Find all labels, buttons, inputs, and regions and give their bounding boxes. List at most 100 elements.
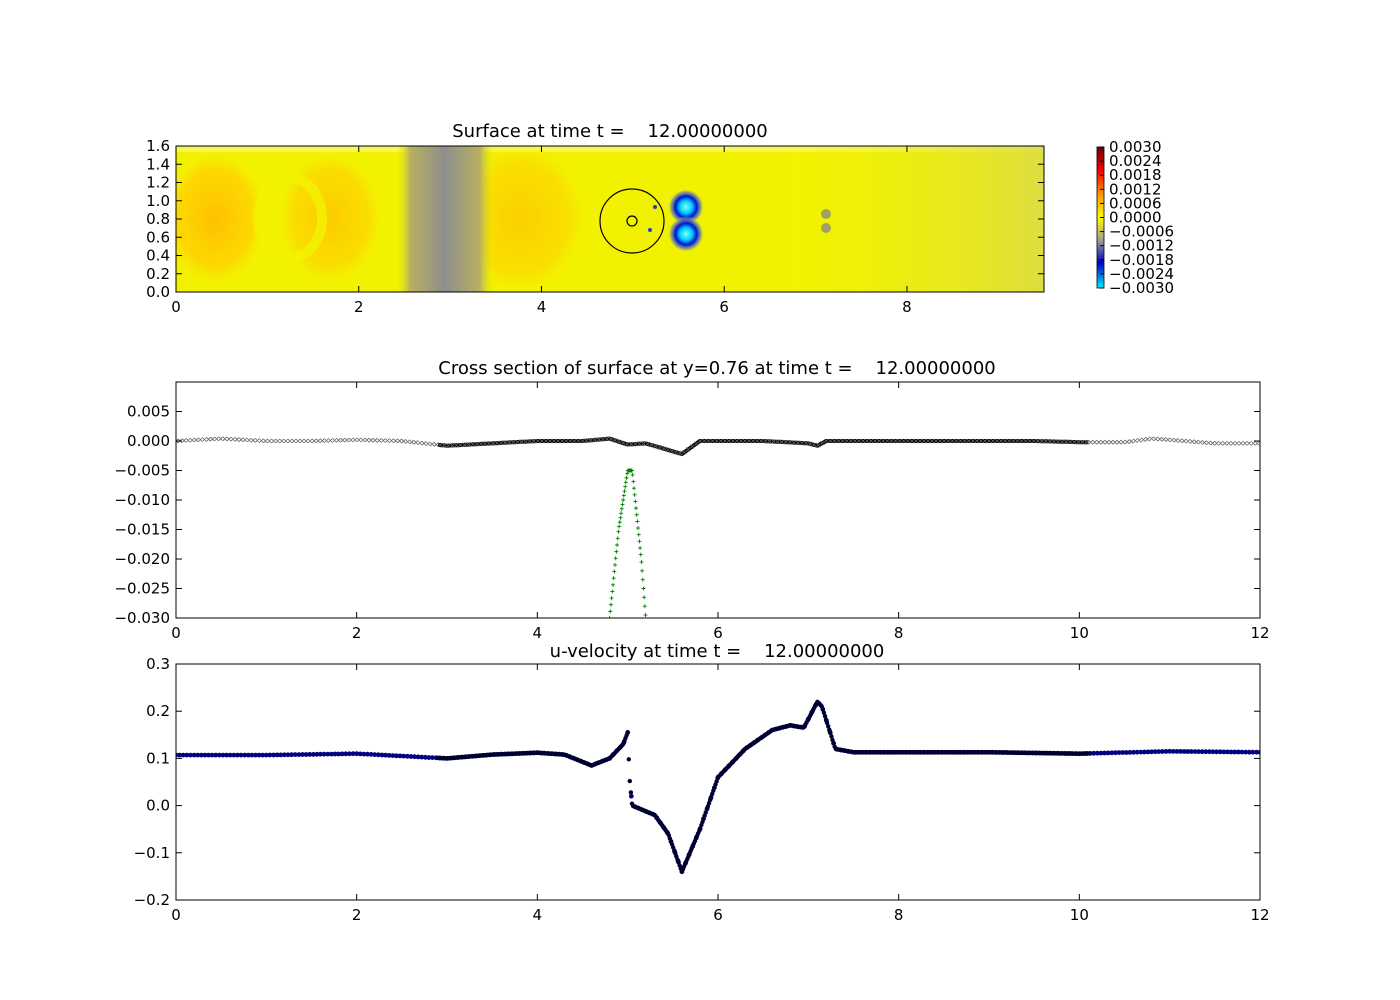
heatmap-dim-spot-lower — [821, 223, 831, 233]
cross-section-x-marker — [1039, 438, 1045, 444]
cross-section-x-marker — [498, 440, 504, 446]
cross-section-x-marker — [250, 438, 256, 443]
cross-section-x-marker — [722, 438, 728, 444]
cross-section-x-marker — [828, 438, 833, 444]
cross-section-x-marker — [616, 439, 622, 445]
heatmap-warm-mid — [275, 148, 385, 288]
cross-section-x-marker — [1002, 438, 1008, 444]
cross-section-x-marker — [442, 443, 447, 448]
cross-section-x-marker — [210, 436, 215, 442]
cross-section-x-marker — [787, 440, 793, 445]
velocity-point — [1167, 748, 1173, 754]
velocity-point — [227, 752, 233, 758]
colorbar-tick-label: −0.0030 — [1109, 279, 1174, 297]
cross-section-x-marker — [291, 438, 297, 444]
cross-section-x-marker — [389, 438, 394, 444]
cross-section-y-tick-label: −0.005 — [114, 462, 170, 480]
cross-section-plus-marker — [636, 526, 641, 531]
velocity-point — [822, 713, 828, 719]
cross-section-x-marker — [348, 437, 354, 443]
velocity-point — [289, 752, 294, 758]
velocity-point — [180, 752, 186, 758]
cross-section-x-marker — [811, 442, 817, 448]
velocity-y-tick-label: 0.2 — [146, 702, 170, 720]
velocity-point — [1178, 749, 1183, 754]
cross-section-x-marker — [1059, 439, 1065, 445]
cross-section-x-marker — [385, 438, 390, 443]
velocity-point — [282, 752, 287, 758]
cross-section-x-marker — [702, 438, 707, 444]
velocity-point — [336, 751, 341, 757]
velocity-point — [1098, 750, 1104, 756]
cross-section-x-marker — [921, 438, 927, 444]
velocity-y-tick-label: 0.3 — [146, 655, 170, 673]
cross-section-x-marker — [551, 438, 557, 444]
cross-section-plus-marker — [635, 519, 640, 524]
cross-section-x-marker — [763, 438, 768, 444]
heatmap-title: Surface at time t = 12.00000000 — [452, 121, 767, 142]
cross-section-x-tick-label: 10 — [1070, 624, 1089, 642]
cross-section-x-marker — [982, 438, 988, 444]
velocity-point — [1131, 749, 1136, 755]
cross-section-x-marker — [1072, 439, 1077, 445]
cross-section-x-marker — [856, 438, 862, 444]
cross-section-x-marker — [698, 438, 703, 444]
velocity-point — [1149, 749, 1154, 755]
colorbar-tick-label: 0.0024 — [1109, 152, 1162, 170]
cross-section-x-marker — [1165, 437, 1171, 442]
cross-section-x-marker — [1007, 438, 1012, 444]
cross-section-x-marker — [381, 438, 386, 443]
cross-section-x-marker — [844, 438, 850, 444]
velocity-point — [198, 752, 204, 758]
cross-section-x-marker — [1124, 439, 1130, 445]
cross-section-x-marker — [1023, 438, 1028, 444]
cross-section-y-tick-label: −0.010 — [114, 491, 170, 509]
velocity-point — [1113, 750, 1118, 756]
cross-section-x-marker — [694, 441, 699, 446]
cross-section-x-marker — [1194, 439, 1199, 445]
cross-section-x-marker — [1145, 436, 1150, 442]
velocity-point — [1228, 749, 1234, 755]
cross-section-x-marker — [990, 438, 996, 444]
velocity-point — [1254, 749, 1259, 755]
cross-section-x-marker — [1080, 439, 1085, 445]
cross-section-x-marker — [1019, 438, 1024, 444]
cross-section-x-marker — [360, 437, 366, 443]
velocity-point — [1142, 749, 1147, 755]
cross-section-x-marker — [494, 440, 500, 446]
cross-section-x-marker — [1088, 439, 1093, 445]
velocity-point — [195, 752, 201, 758]
cross-section-x-marker — [868, 438, 874, 444]
cross-section-x-marker — [568, 438, 573, 444]
velocity-y-tick-label: 0.1 — [146, 749, 170, 767]
cross-section-plot-area — [176, 436, 1260, 618]
colorbar-tick-label: −0.0018 — [1109, 251, 1174, 269]
cross-section-x-marker — [311, 438, 317, 444]
cross-section-x-marker — [1076, 439, 1081, 445]
cross-section-x-marker — [673, 449, 679, 455]
cross-section-x-marker — [1218, 441, 1223, 446]
cross-section-x-marker — [612, 438, 618, 443]
velocity-point — [1239, 749, 1245, 755]
cross-section-plus-marker — [638, 545, 643, 550]
cross-section-x-marker — [1047, 439, 1053, 444]
cross-section-plus-marker — [642, 604, 647, 609]
velocity-point — [188, 752, 193, 758]
velocity-x-tick-label: 10 — [1070, 906, 1089, 924]
cross-section-x-marker — [1214, 441, 1219, 446]
cross-section-plus-marker — [618, 515, 623, 520]
cross-section-plus-marker — [607, 616, 612, 618]
velocity-point — [404, 753, 410, 759]
cross-section-x-marker — [738, 438, 744, 444]
cross-section-x-marker — [970, 438, 976, 444]
heatmap-x-tick-label: 6 — [719, 298, 729, 316]
velocity-point — [1181, 749, 1187, 754]
cross-section-x-marker — [978, 438, 984, 444]
cross-section-y-tick-label: −0.030 — [114, 609, 170, 627]
velocity-point — [379, 752, 385, 758]
cross-section-x-marker — [234, 437, 240, 442]
velocity-point — [263, 752, 269, 758]
cross-section-plus-marker — [623, 480, 628, 485]
cross-section-x-marker — [368, 437, 374, 443]
velocity-point — [1163, 749, 1169, 754]
